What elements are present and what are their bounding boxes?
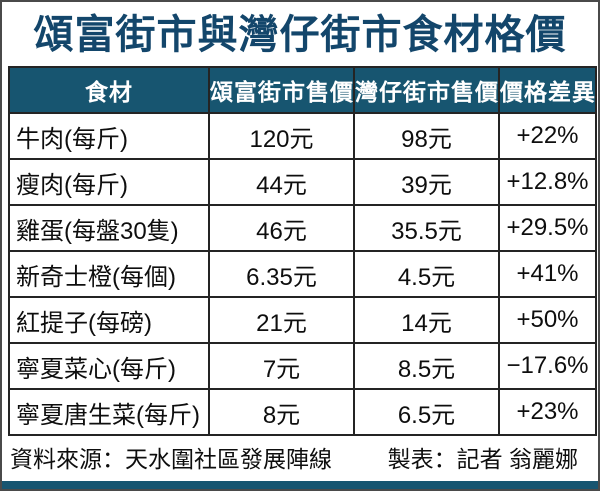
cell-value: 8.5元 — [353, 342, 500, 390]
cell-value: 98元 — [353, 112, 500, 160]
cell-value: 21元 — [208, 296, 355, 344]
cell-value: 8元 — [208, 388, 355, 436]
table-body: 牛肉(每斤) 120元 98元 +22% 瘦肉(每斤) 44元 39元 +12.8% 雞蛋(每盤… — [8, 112, 597, 436]
footer-source: 資料來源：天水圍社區發展陣線 — [10, 445, 332, 472]
cell-item: 牛肉(每斤) — [8, 112, 210, 160]
table-row: 寧夏唐生菜(每斤) 8元 6.5元 +23% — [8, 388, 597, 436]
cell-value: +41% — [498, 250, 597, 298]
column-header-item: 食材 — [8, 66, 210, 114]
cell-value: 4.5元 — [353, 250, 500, 298]
cell-value: −17.6% — [498, 342, 597, 390]
table-row: 瘦肉(每斤) 44元 39元 +12.8% — [8, 158, 597, 206]
cell-value: 46元 — [208, 204, 355, 252]
table-row: 牛肉(每斤) 120元 98元 +22% — [8, 112, 597, 160]
price-comparison-table: 食材 頌富街市售價 灣仔街市售價 價格差異 牛肉(每斤) 120元 98元 +22% 瘦… — [8, 66, 597, 436]
cell-item: 雞蛋(每盤30隻) — [8, 204, 210, 252]
cell-value: +22% — [498, 112, 597, 160]
table-header: 食材 頌富街市售價 灣仔街市售價 價格差異 — [8, 66, 597, 114]
table-header-row: 食材 頌富街市售價 灣仔街市售價 價格差異 — [8, 66, 597, 114]
cell-value: +50% — [498, 296, 597, 344]
footer: 資料來源：天水圍社區發展陣線 製表：記者 翁麗娜 — [2, 436, 598, 477]
cell-value: +23% — [498, 388, 597, 436]
bottom-accent-bar — [2, 481, 598, 489]
column-header-wanchai-price: 灣仔街市售價 — [353, 66, 500, 114]
column-header-sungfu-price: 頌富街市售價 — [208, 66, 355, 114]
footer-credit: 製表：記者 翁麗娜 — [387, 445, 578, 472]
table-row: 紅提子(每磅) 21元 14元 +50% — [8, 296, 597, 344]
column-header-price-diff: 價格差異 — [498, 66, 597, 114]
cell-item: 寧夏菜心(每斤) — [8, 342, 210, 390]
table-row: 雞蛋(每盤30隻) 46元 35.5元 +29.5% — [8, 204, 597, 252]
cell-value: 6.35元 — [208, 250, 355, 298]
table-row: 新奇士橙(每個) 6.35元 4.5元 +41% — [8, 250, 597, 298]
cell-item: 寧夏唐生菜(每斤) — [8, 388, 210, 436]
cell-item: 紅提子(每磅) — [8, 296, 210, 344]
cell-value: 14元 — [353, 296, 500, 344]
cell-value: +12.8% — [498, 158, 597, 206]
cell-item: 新奇士橙(每個) — [8, 250, 210, 298]
cell-value: 6.5元 — [353, 388, 500, 436]
cell-value: 44元 — [208, 158, 355, 206]
cell-value: +29.5% — [498, 204, 597, 252]
cell-value: 35.5元 — [353, 204, 500, 252]
cell-item: 瘦肉(每斤) — [8, 158, 210, 206]
cell-value: 120元 — [208, 112, 355, 160]
table-row: 寧夏菜心(每斤) 7元 8.5元 −17.6% — [8, 342, 597, 390]
cell-value: 39元 — [353, 158, 500, 206]
cell-value: 7元 — [208, 342, 355, 390]
page-title: 頌富街市與灣仔街市食材格價 — [33, 13, 567, 57]
